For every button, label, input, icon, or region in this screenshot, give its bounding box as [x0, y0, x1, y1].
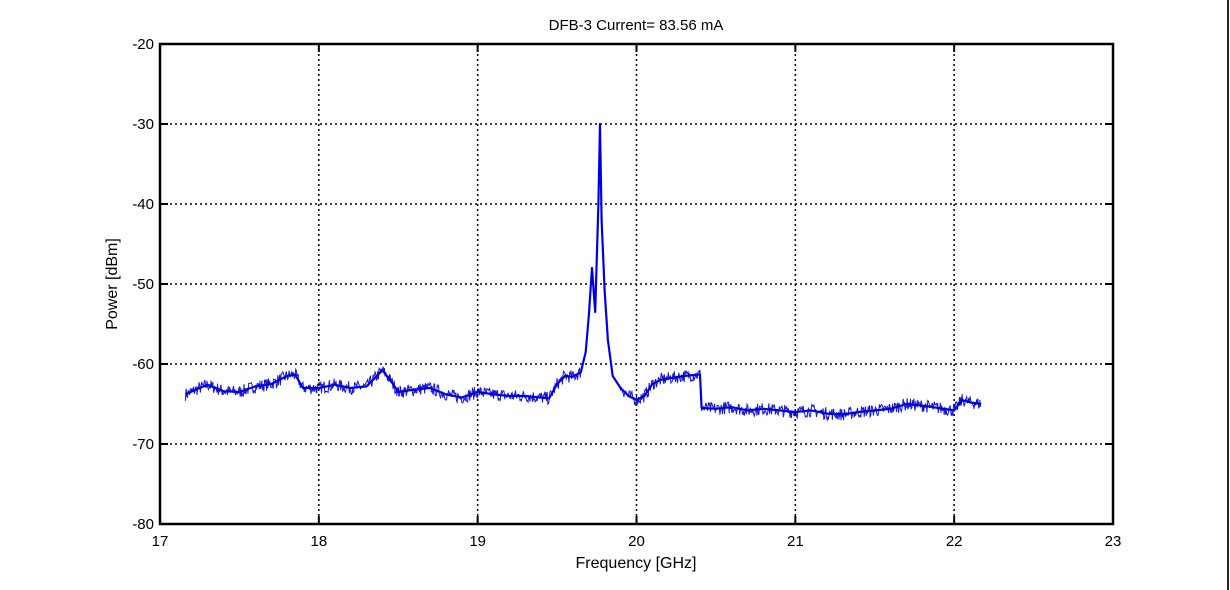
window-edge [1227, 0, 1229, 590]
y-tick-labels: -20 -30 -40 -50 -60 -70 -80 [132, 36, 154, 533]
x-tick-label: 18 [310, 533, 327, 550]
axis-ticks [159, 43, 1114, 525]
x-tick-label: 17 [152, 533, 169, 550]
y-tick-label: -40 [132, 196, 154, 213]
spectrum-noise [184, 123, 981, 422]
x-tick-label: 19 [469, 533, 486, 550]
y-tick-label: -60 [132, 356, 154, 373]
y-tick-label: -30 [132, 116, 154, 133]
x-tick-label: 20 [628, 533, 645, 550]
x-tick-label: 21 [787, 533, 804, 550]
y-tick-label: -50 [132, 276, 154, 293]
x-tick-label: 23 [1105, 533, 1122, 550]
y-tick-label: -70 [132, 436, 154, 453]
x-tick-labels: 17 18 19 20 21 22 23 [152, 533, 1122, 550]
chart-title: DFB-3 Current= 83.56 mA [549, 17, 724, 34]
x-axis-label: Frequency [GHz] [576, 555, 697, 572]
grid-lines [160, 44, 1113, 524]
spectrum-line [184, 122, 982, 416]
y-tick-label: -20 [132, 36, 154, 53]
y-axis-label: Power [dBm] [104, 238, 121, 330]
y-tick-label: -80 [132, 516, 154, 533]
x-tick-label: 22 [946, 533, 963, 550]
